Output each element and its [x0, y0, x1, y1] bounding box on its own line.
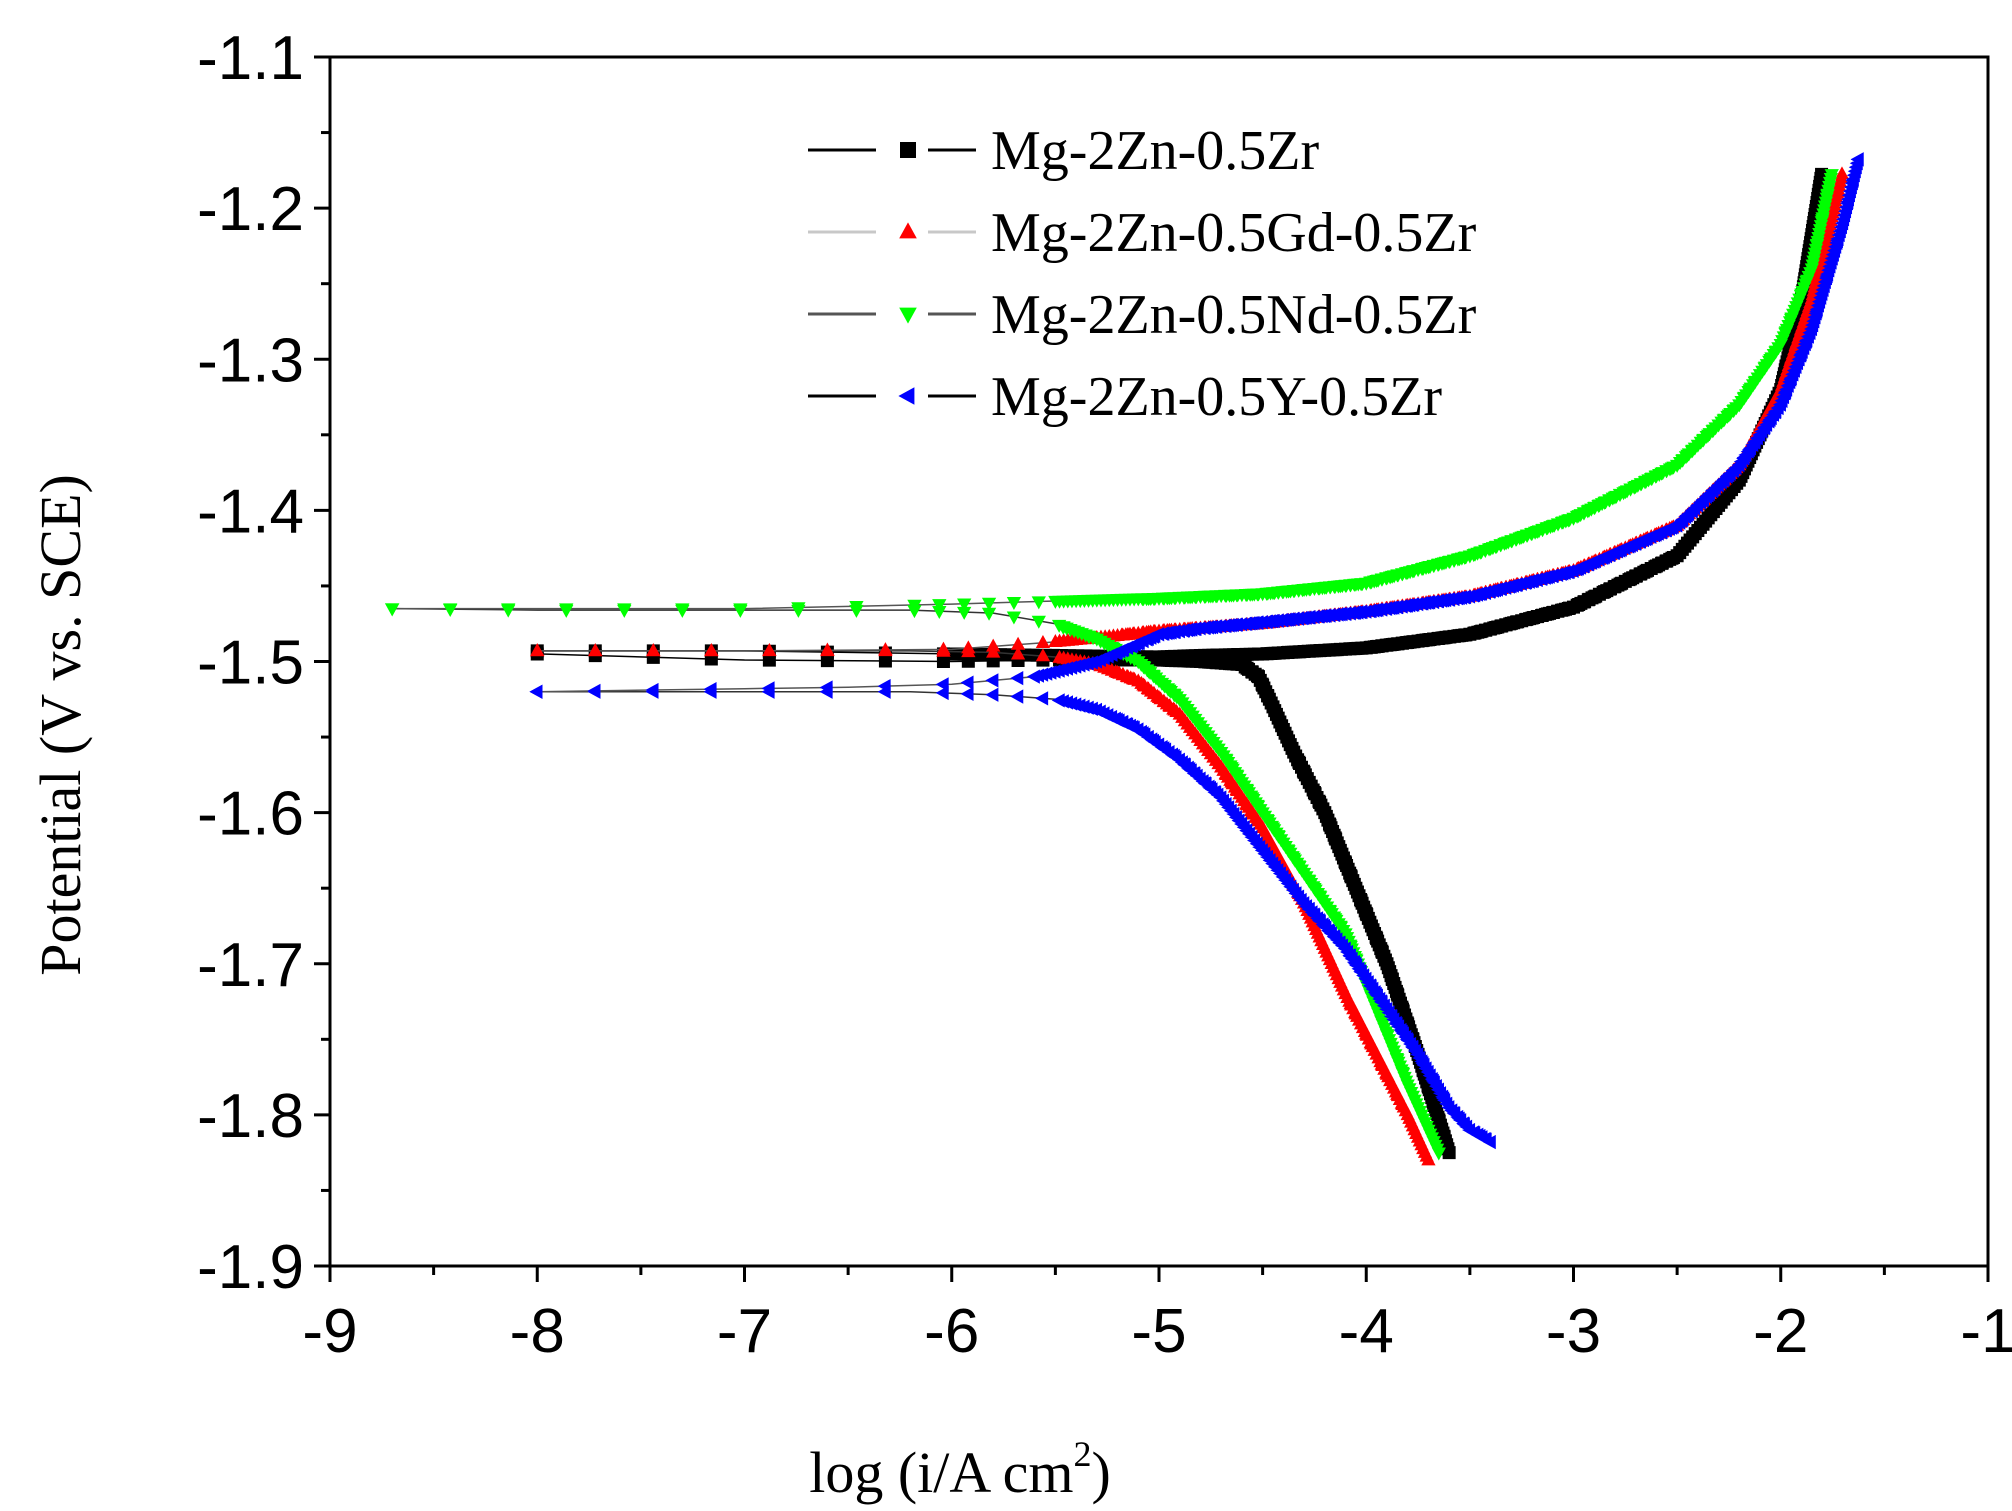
legend-label-1: Mg-2Zn-0.5Gd-0.5Zr [991, 202, 1477, 264]
x-tick-label-5: -4 [1339, 1297, 1394, 1366]
series-layer [385, 152, 1864, 1166]
x-tick-label-6: -3 [1546, 1297, 1601, 1366]
x-tick-label-4: -5 [1131, 1297, 1186, 1366]
legend-label-3: Mg-2Zn-0.5Y-0.5Zr [991, 366, 1442, 428]
legend: Mg-2Zn-0.5Zr Mg-2Zn-0.5Gd-0.5Zr Mg-2Zn-0.5… [808, 120, 1477, 428]
legend-marker-2 [899, 307, 917, 324]
y-tick-label-3: -1.4 [197, 477, 304, 546]
x-tick-label-3: -6 [924, 1297, 979, 1366]
series-3 [529, 152, 1864, 1150]
y-tick-label-0: -1.1 [197, 24, 304, 93]
y-axis-title: Potential (V vs. SCE) [28, 474, 93, 976]
legend-label-2: Mg-2Zn-0.5Nd-0.5Zr [991, 284, 1477, 346]
x-axis-title: log (i/A cm2) [809, 1434, 1111, 1505]
series-1-cathodic-line [537, 650, 1430, 1161]
legend-marker-3 [898, 387, 915, 405]
x-tick-label-7: -2 [1753, 1297, 1808, 1366]
axes-layer: -9 -8 -7 -6 -5 -4 -3 -2 -1 -1.1 -1.2 -1.3 -1.4 -1.5 -1… [197, 24, 2012, 1366]
y-tick-label-6: -1.7 [197, 931, 304, 1000]
x-axis-title-superscript: 2 [1073, 1434, 1091, 1474]
x-tick-label-8: -1 [1960, 1297, 2012, 1366]
x-tick-label-1: -8 [510, 1297, 565, 1366]
y-tick-label-4: -1.5 [197, 629, 304, 698]
y-tick-label-5: -1.6 [197, 780, 304, 849]
y-tick-label-2: -1.3 [197, 326, 304, 395]
x-tick-label-0: -9 [302, 1297, 357, 1366]
x-axis-title-main: log (i/A cm [809, 1440, 1073, 1505]
series-3-cathodic-line [537, 690, 1491, 1143]
legend-label-0: Mg-2Zn-0.5Zr [991, 120, 1320, 182]
legend-marker-1 [899, 222, 917, 239]
legend-marker-0 [900, 142, 916, 158]
y-tick-label-8: -1.9 [197, 1233, 304, 1302]
x-axis-title-close: ) [1091, 1440, 1110, 1505]
series-0-cathodic-markers [530, 647, 1456, 1160]
y-tick-label-1: -1.2 [197, 175, 304, 244]
y-tick-label-7: -1.8 [197, 1082, 304, 1151]
x-tick-label-2: -7 [717, 1297, 772, 1366]
series-3-cathodic-markers [529, 684, 1496, 1150]
